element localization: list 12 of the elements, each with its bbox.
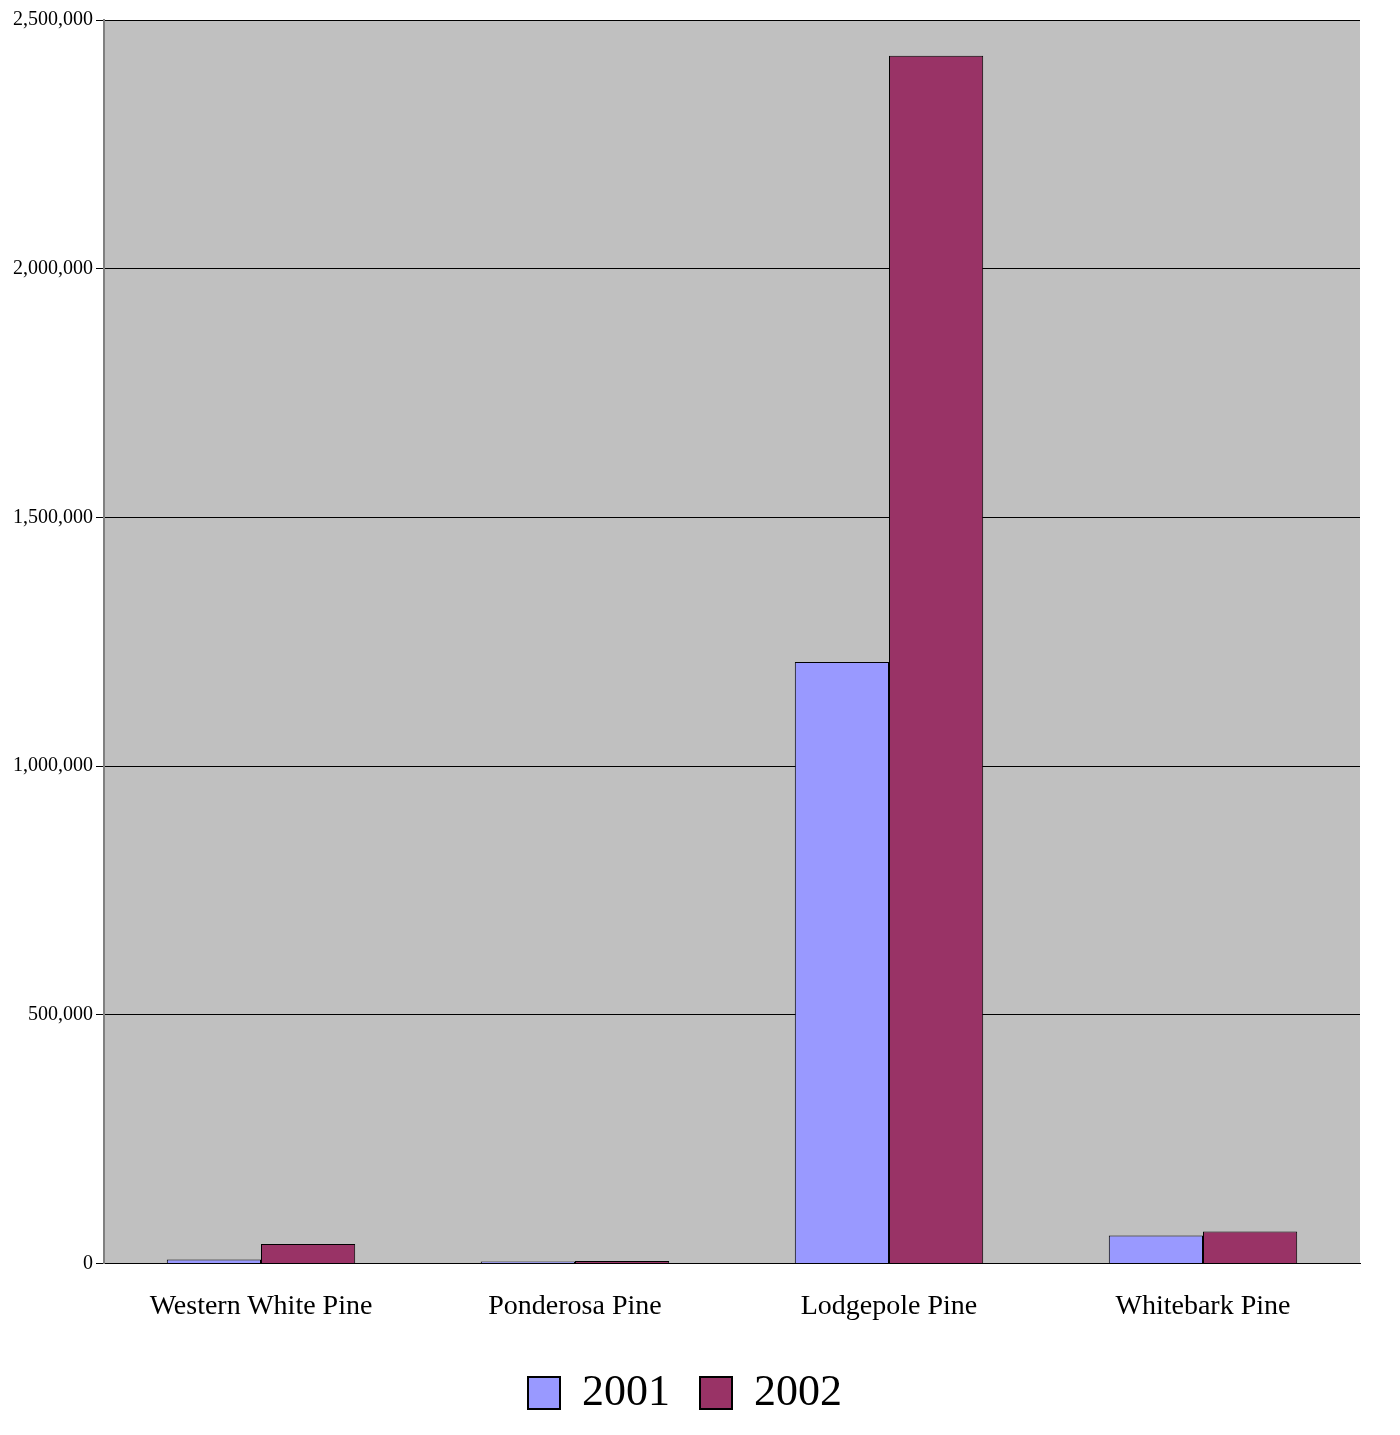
y-tick-label: 500,000: [28, 1001, 93, 1024]
y-tick-label: 2,500,000: [13, 7, 93, 30]
y-tick-label: 0: [83, 1250, 93, 1273]
y-tick-label: 1,500,000: [13, 504, 93, 527]
y-tick-label: 1,000,000: [13, 753, 93, 776]
x-tick-label: Lodgepole Pine: [800, 1288, 978, 1320]
x-tick-label: Ponderosa Pine: [488, 1288, 662, 1320]
legend-label: 2001: [582, 1365, 670, 1415]
legend-label: 2002: [754, 1365, 842, 1415]
y-tick-label: 2,000,000: [13, 255, 93, 278]
x-tick-label: Whitebark Pine: [1115, 1288, 1291, 1320]
x-tick-label: Western White Pine: [149, 1288, 373, 1320]
